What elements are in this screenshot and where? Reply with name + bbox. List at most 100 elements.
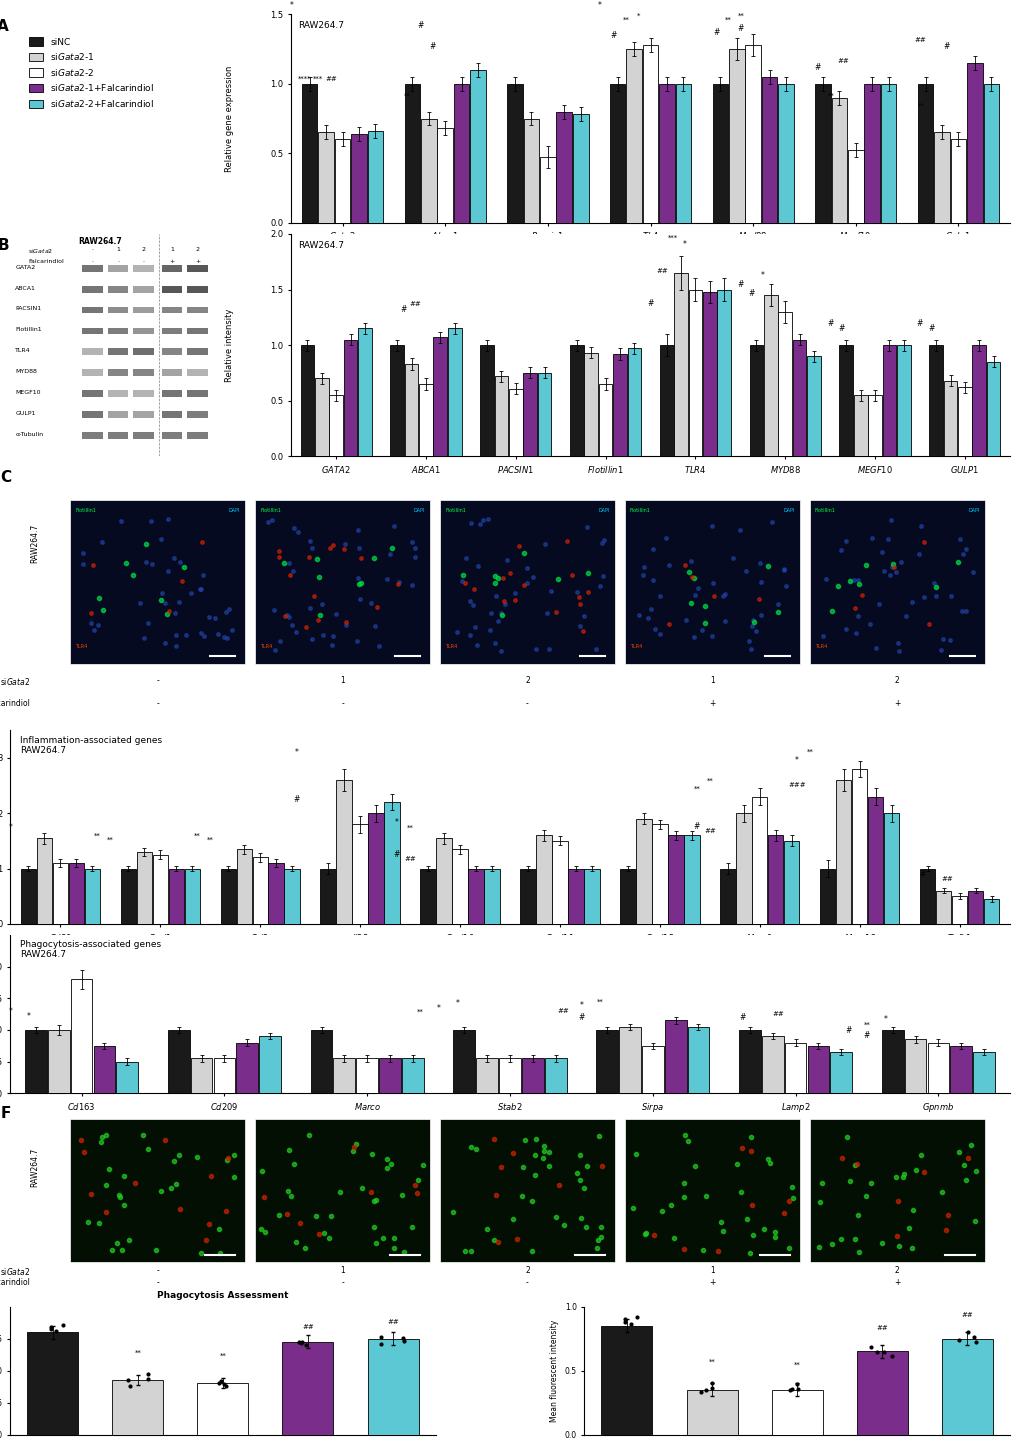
Text: **: ** [917, 103, 924, 109]
Bar [108, 327, 128, 335]
Bar [82, 307, 103, 313]
Bar [839, 345, 852, 456]
Text: 1: 1 [709, 1265, 714, 1275]
Text: C: C [0, 471, 11, 485]
Bar [116, 1062, 138, 1093]
Bar [82, 285, 103, 293]
Legend: siNC, si$\it{Gata2}$-1, si$\it{Gata2}$-2, si$\it{Gata2}$-1+Falcarindiol, si$\it{: siNC, si$\it{Gata2}$-1, si$\it{Gata2}$-2… [28, 36, 156, 110]
Text: ·: · [117, 259, 119, 265]
Bar [777, 312, 792, 456]
Bar [498, 1058, 521, 1093]
Text: -: - [341, 1278, 343, 1287]
Bar [809, 1119, 984, 1262]
Text: DAPI: DAPI [598, 509, 609, 513]
Bar [596, 1030, 618, 1093]
Bar [950, 139, 965, 223]
Bar [659, 345, 673, 456]
Bar [187, 369, 208, 375]
Bar [70, 500, 245, 664]
Bar [367, 1339, 418, 1435]
Text: A: A [0, 19, 9, 33]
Text: **: ** [107, 838, 113, 843]
Bar [436, 838, 451, 924]
Bar [770, 1390, 822, 1435]
Bar [941, 1339, 991, 1435]
Bar [881, 345, 896, 456]
Text: #: # [845, 1026, 851, 1035]
Text: **: ** [194, 833, 201, 839]
Bar [819, 868, 835, 924]
Bar [658, 84, 675, 223]
Bar [187, 327, 208, 335]
Text: #: # [737, 280, 743, 290]
Text: si$\it{Gata2}$: si$\it{Gata2}$ [0, 677, 31, 687]
Bar [688, 290, 701, 456]
Text: ##: ## [837, 58, 849, 64]
Text: DAPI: DAPI [783, 509, 794, 513]
Text: Flotillin1: Flotillin1 [15, 327, 42, 332]
Text: *: * [454, 998, 459, 1009]
Text: -: - [156, 1265, 159, 1275]
Bar [343, 339, 357, 456]
Text: ##: ## [703, 827, 715, 833]
Bar [452, 849, 467, 924]
Bar [133, 327, 154, 335]
Bar [966, 64, 981, 223]
Text: ##: ## [325, 75, 337, 83]
Bar [627, 348, 641, 456]
Text: +: + [195, 259, 200, 265]
Text: **: ** [737, 12, 744, 19]
Text: RAW264.7: RAW264.7 [299, 241, 344, 249]
Bar [187, 307, 208, 313]
Bar [161, 265, 182, 272]
Text: **: ** [407, 824, 413, 830]
Text: Falcarindiol: Falcarindiol [29, 259, 64, 265]
Text: #: # [942, 42, 949, 51]
Text: 2: 2 [525, 677, 529, 685]
Text: 1: 1 [116, 248, 120, 252]
Text: #: # [417, 22, 423, 30]
Text: si$\it{Gata2}$: si$\it{Gata2}$ [29, 248, 53, 255]
Text: 2: 2 [894, 677, 899, 685]
Bar [736, 813, 751, 924]
Bar [390, 345, 404, 456]
Bar [82, 265, 103, 272]
Text: PACSIN1: PACSIN1 [15, 307, 42, 312]
Text: Flotillin1: Flotillin1 [630, 509, 650, 513]
Text: DAPI: DAPI [414, 509, 425, 513]
Text: 2: 2 [525, 1265, 529, 1275]
Text: DAPI: DAPI [228, 509, 239, 513]
Text: ##: ## [961, 1311, 972, 1317]
Bar [568, 868, 583, 924]
Bar [437, 128, 452, 223]
Bar [928, 345, 942, 456]
Bar [777, 84, 793, 223]
Bar [544, 1058, 566, 1093]
Bar [253, 858, 267, 924]
Bar [318, 132, 333, 223]
Bar [867, 396, 881, 456]
Bar [636, 819, 651, 924]
Bar [904, 1039, 925, 1093]
Bar [896, 345, 910, 456]
Text: Inflammation-associated genes
RAW264.7: Inflammation-associated genes RAW264.7 [20, 736, 162, 755]
Bar [367, 130, 383, 223]
Bar [187, 265, 208, 272]
Text: ABCA1: ABCA1 [15, 285, 36, 291]
Y-axis label: Relative gene expression: Relative gene expression [224, 65, 233, 172]
Text: +: + [894, 698, 900, 707]
Text: *: * [8, 1007, 12, 1016]
Bar [508, 388, 522, 456]
Text: #: # [293, 796, 300, 804]
Bar [784, 840, 799, 924]
Text: ##: ## [771, 1011, 784, 1017]
Text: F: F [0, 1106, 10, 1122]
Text: ##: ## [302, 1324, 314, 1330]
Bar [133, 265, 154, 272]
Bar [829, 1052, 851, 1093]
Bar [674, 272, 687, 456]
Text: **: ** [706, 778, 712, 784]
Bar [863, 84, 879, 223]
Bar [184, 868, 200, 924]
Text: TLR4: TLR4 [444, 643, 457, 649]
